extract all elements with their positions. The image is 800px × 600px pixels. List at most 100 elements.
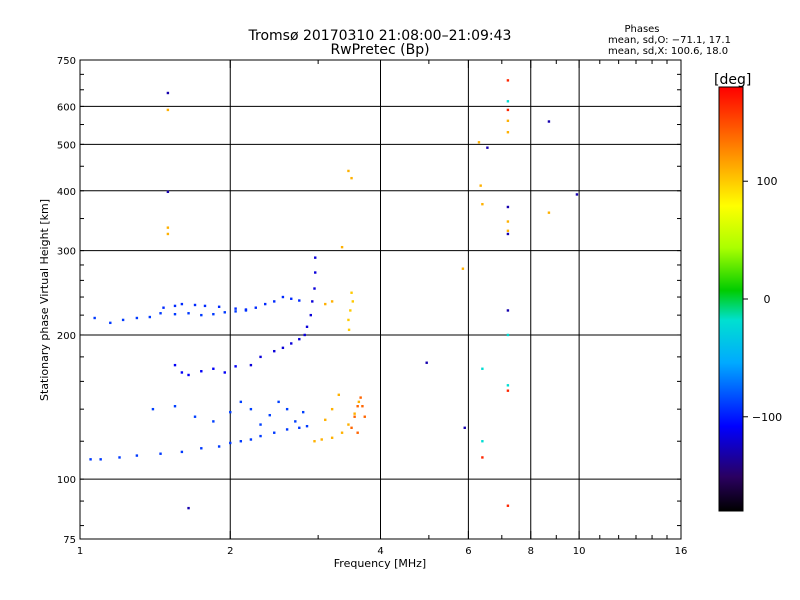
y-tick-label: 75 bbox=[63, 535, 76, 546]
data-point bbox=[166, 190, 170, 194]
data-point bbox=[249, 363, 253, 367]
data-point bbox=[89, 458, 92, 461]
data-point bbox=[273, 431, 276, 434]
data-point bbox=[166, 232, 170, 236]
x-tick-label: 8 bbox=[528, 546, 534, 557]
data-point bbox=[254, 306, 257, 309]
data-point bbox=[361, 405, 364, 408]
data-point bbox=[340, 245, 344, 249]
data-point bbox=[350, 176, 353, 180]
data-point bbox=[506, 108, 510, 112]
data-point bbox=[506, 504, 510, 507]
data-point bbox=[159, 452, 162, 455]
colorbar-tick-label: −100 bbox=[752, 411, 782, 424]
data-point bbox=[249, 438, 253, 441]
y-tick-label: 100 bbox=[57, 475, 76, 486]
data-point bbox=[479, 184, 482, 187]
data-point bbox=[313, 440, 316, 443]
data-point bbox=[347, 423, 350, 426]
x-tick-label: 16 bbox=[675, 546, 688, 557]
data-points bbox=[89, 79, 579, 510]
data-point bbox=[159, 312, 162, 315]
y-tick-labels: 750 600 500 400 300 200 100 75 bbox=[57, 56, 76, 546]
data-point bbox=[200, 447, 203, 450]
data-point bbox=[234, 310, 237, 313]
data-point bbox=[249, 407, 253, 411]
y-tick-label: 200 bbox=[57, 331, 76, 342]
legend-line-o: mean, sd,O: −71.1, 17.1 bbox=[608, 35, 731, 46]
data-point bbox=[347, 169, 350, 173]
data-point bbox=[162, 306, 165, 309]
data-point bbox=[203, 304, 207, 308]
data-point bbox=[324, 418, 327, 422]
data-point bbox=[506, 309, 510, 312]
data-point bbox=[193, 303, 197, 307]
data-point bbox=[135, 316, 139, 320]
colorbar-tick-label: 100 bbox=[757, 175, 778, 188]
data-point bbox=[173, 312, 177, 316]
data-point bbox=[353, 412, 356, 415]
data-point bbox=[353, 415, 356, 418]
colorbar-tick-label: 0 bbox=[764, 293, 771, 306]
colorbar-frame bbox=[718, 86, 744, 512]
data-point bbox=[121, 318, 125, 322]
data-point bbox=[506, 333, 510, 337]
data-point bbox=[285, 407, 289, 411]
colorbar bbox=[719, 87, 743, 511]
data-point bbox=[314, 256, 317, 259]
data-point bbox=[285, 428, 289, 431]
data-point bbox=[93, 316, 96, 320]
data-point bbox=[273, 300, 276, 303]
data-point bbox=[109, 321, 112, 325]
data-point bbox=[281, 346, 285, 350]
data-point bbox=[277, 400, 280, 404]
data-point bbox=[506, 389, 510, 392]
data-point bbox=[461, 267, 465, 270]
data-point bbox=[330, 300, 334, 303]
y-axis-label: Stationary phase Virtual Height [km] bbox=[38, 199, 51, 401]
x-tick-label: 6 bbox=[465, 546, 471, 557]
data-point bbox=[223, 371, 226, 374]
x-tick-label: 10 bbox=[573, 546, 586, 557]
data-point bbox=[187, 312, 190, 315]
data-point bbox=[180, 371, 184, 374]
y-tick-label: 600 bbox=[57, 102, 76, 113]
data-point bbox=[259, 355, 262, 359]
legend-line-x: mean, sd,X: 100.6, 18.0 bbox=[608, 46, 728, 57]
data-point bbox=[356, 431, 359, 434]
data-point bbox=[313, 287, 316, 290]
data-point bbox=[180, 450, 184, 454]
data-point bbox=[200, 313, 203, 317]
data-point bbox=[166, 226, 170, 229]
data-point bbox=[477, 141, 481, 144]
data-point bbox=[180, 302, 184, 306]
data-point bbox=[305, 325, 309, 329]
data-point bbox=[351, 300, 354, 303]
data-point bbox=[506, 79, 510, 82]
data-point bbox=[305, 424, 309, 428]
y-tick-label: 300 bbox=[57, 247, 76, 258]
data-point bbox=[481, 440, 484, 443]
data-point bbox=[187, 373, 190, 377]
data-point bbox=[349, 309, 352, 312]
data-point bbox=[173, 363, 177, 367]
x-tick-label: 1 bbox=[77, 546, 83, 557]
data-point bbox=[506, 119, 510, 122]
chart-subtitle: RwPretec (Bp) bbox=[330, 42, 429, 58]
data-point bbox=[311, 300, 314, 303]
data-point bbox=[425, 361, 428, 364]
data-point bbox=[290, 342, 293, 345]
data-point bbox=[298, 299, 301, 302]
data-point bbox=[350, 426, 353, 430]
data-point bbox=[281, 295, 285, 299]
data-point bbox=[347, 318, 350, 322]
data-point bbox=[239, 440, 243, 443]
data-point bbox=[506, 384, 510, 387]
data-point bbox=[135, 454, 139, 457]
data-point bbox=[330, 407, 334, 411]
data-point bbox=[229, 441, 232, 445]
data-point bbox=[217, 305, 221, 308]
axis-ticks bbox=[79, 60, 682, 539]
y-tick-label: 750 bbox=[57, 56, 76, 67]
data-point bbox=[118, 456, 121, 459]
